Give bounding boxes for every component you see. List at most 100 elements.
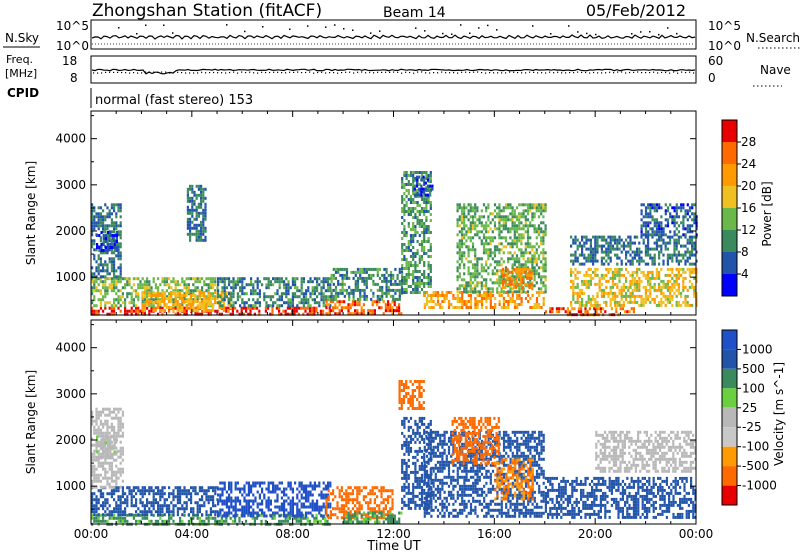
data-cell xyxy=(225,286,228,290)
data-cell xyxy=(507,227,510,231)
data-cell xyxy=(181,489,184,493)
data-cell xyxy=(176,501,179,505)
data-cell xyxy=(159,495,162,499)
data-cell xyxy=(183,298,186,302)
data-cell xyxy=(124,283,127,287)
data-cell xyxy=(500,224,503,228)
data-cell xyxy=(95,476,98,480)
data-cell xyxy=(471,266,475,270)
data-cell xyxy=(686,300,689,304)
data-cell xyxy=(691,247,694,251)
data-cell xyxy=(189,306,192,309)
data-cell xyxy=(222,300,225,303)
data-cell xyxy=(285,295,288,299)
data-cell xyxy=(107,237,110,240)
data-cell xyxy=(207,309,210,312)
data-cell xyxy=(693,241,696,245)
data-cell xyxy=(284,516,287,520)
data-cell xyxy=(413,187,416,191)
data-cell xyxy=(463,221,466,225)
data-cell xyxy=(460,209,464,213)
data-cell xyxy=(529,224,532,228)
data-cell xyxy=(223,295,226,299)
data-cell xyxy=(631,262,634,266)
data-cell xyxy=(460,254,464,258)
data-cell xyxy=(424,181,427,185)
data-cell xyxy=(405,273,408,276)
data-cell xyxy=(476,306,479,309)
data-cell xyxy=(222,309,225,312)
data-cell xyxy=(439,306,442,309)
data-cell xyxy=(467,306,470,309)
nave-dot xyxy=(125,72,127,74)
data-cell xyxy=(135,312,138,316)
data-cell xyxy=(489,278,492,282)
data-cell xyxy=(121,510,124,514)
data-cell xyxy=(413,178,416,182)
data-cell xyxy=(530,282,533,286)
data-cell xyxy=(504,269,508,273)
data-cell xyxy=(107,246,110,249)
data-cell xyxy=(474,224,477,228)
data-cell xyxy=(148,289,151,293)
data-cell xyxy=(165,280,168,284)
data-cell xyxy=(197,202,200,206)
data-cell xyxy=(551,307,554,311)
data-cell xyxy=(471,236,475,240)
data-cell xyxy=(401,288,404,291)
data-cell xyxy=(482,248,486,252)
data-cell xyxy=(287,298,290,302)
data-cell xyxy=(607,279,610,283)
data-cell xyxy=(423,261,426,264)
data-cell xyxy=(651,259,654,263)
data-cell xyxy=(418,219,421,222)
data-cell xyxy=(126,309,129,313)
data-cell xyxy=(526,290,530,294)
data-cell xyxy=(474,233,477,237)
data-cell xyxy=(110,266,113,270)
data-cell xyxy=(234,283,237,287)
data-cell xyxy=(161,507,164,511)
data-cell xyxy=(519,279,522,283)
data-cell xyxy=(209,498,212,502)
data-cell xyxy=(285,292,288,296)
data-cell xyxy=(471,206,475,210)
data-cell xyxy=(533,303,536,306)
data-cell xyxy=(682,276,685,280)
data-cell xyxy=(544,278,547,282)
data-cell xyxy=(544,290,547,294)
data-cell xyxy=(467,209,470,213)
data-cell xyxy=(412,252,415,255)
data-cell xyxy=(168,495,171,499)
data-cell xyxy=(500,257,503,261)
data-cell xyxy=(146,295,149,299)
data-cell xyxy=(600,291,603,295)
data-cell xyxy=(587,273,590,277)
data-cell xyxy=(97,218,100,222)
data-cell xyxy=(461,306,464,309)
data-cell xyxy=(384,306,387,310)
data-cell xyxy=(139,519,142,523)
data-cell xyxy=(594,256,597,260)
data-cell xyxy=(203,303,206,306)
data-cell xyxy=(596,235,599,239)
data-cell xyxy=(227,306,230,310)
data-cell xyxy=(161,312,164,316)
data-cell xyxy=(99,461,102,465)
data-cell xyxy=(163,492,166,496)
nave-dot xyxy=(633,71,635,73)
data-cell xyxy=(498,218,501,222)
data-cell xyxy=(100,249,103,252)
data-cell xyxy=(146,286,149,290)
data-cell xyxy=(407,270,410,273)
data-cell xyxy=(302,298,305,302)
data-cell xyxy=(625,250,628,254)
data-cell xyxy=(401,231,404,234)
data-cell xyxy=(469,275,472,279)
noise-dot xyxy=(289,28,291,30)
data-cell xyxy=(474,227,477,231)
data-cell xyxy=(156,306,159,309)
data-cell xyxy=(247,312,250,316)
data-cell xyxy=(594,267,597,271)
scatter-region xyxy=(217,277,332,308)
